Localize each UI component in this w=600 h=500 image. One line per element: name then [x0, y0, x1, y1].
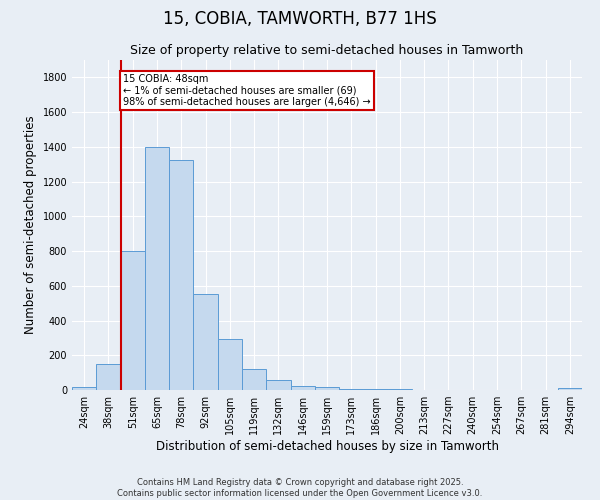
Y-axis label: Number of semi-detached properties: Number of semi-detached properties — [24, 116, 37, 334]
Bar — [364, 389, 388, 390]
Bar — [193, 294, 218, 390]
Title: Size of property relative to semi-detached houses in Tamworth: Size of property relative to semi-detach… — [130, 44, 524, 58]
Bar — [339, 388, 364, 390]
Bar — [315, 388, 339, 390]
Bar — [290, 386, 315, 390]
X-axis label: Distribution of semi-detached houses by size in Tamworth: Distribution of semi-detached houses by … — [155, 440, 499, 453]
Bar — [266, 380, 290, 390]
Bar — [72, 388, 96, 390]
Text: Contains HM Land Registry data © Crown copyright and database right 2025.
Contai: Contains HM Land Registry data © Crown c… — [118, 478, 482, 498]
Text: 15 COBIA: 48sqm
← 1% of semi-detached houses are smaller (69)
98% of semi-detach: 15 COBIA: 48sqm ← 1% of semi-detached ho… — [123, 74, 371, 107]
Bar — [121, 251, 145, 390]
Bar — [96, 364, 121, 390]
Bar — [169, 160, 193, 390]
Bar — [242, 369, 266, 390]
Text: 15, COBIA, TAMWORTH, B77 1HS: 15, COBIA, TAMWORTH, B77 1HS — [163, 10, 437, 28]
Bar — [145, 147, 169, 390]
Bar — [558, 388, 582, 390]
Bar — [218, 339, 242, 390]
